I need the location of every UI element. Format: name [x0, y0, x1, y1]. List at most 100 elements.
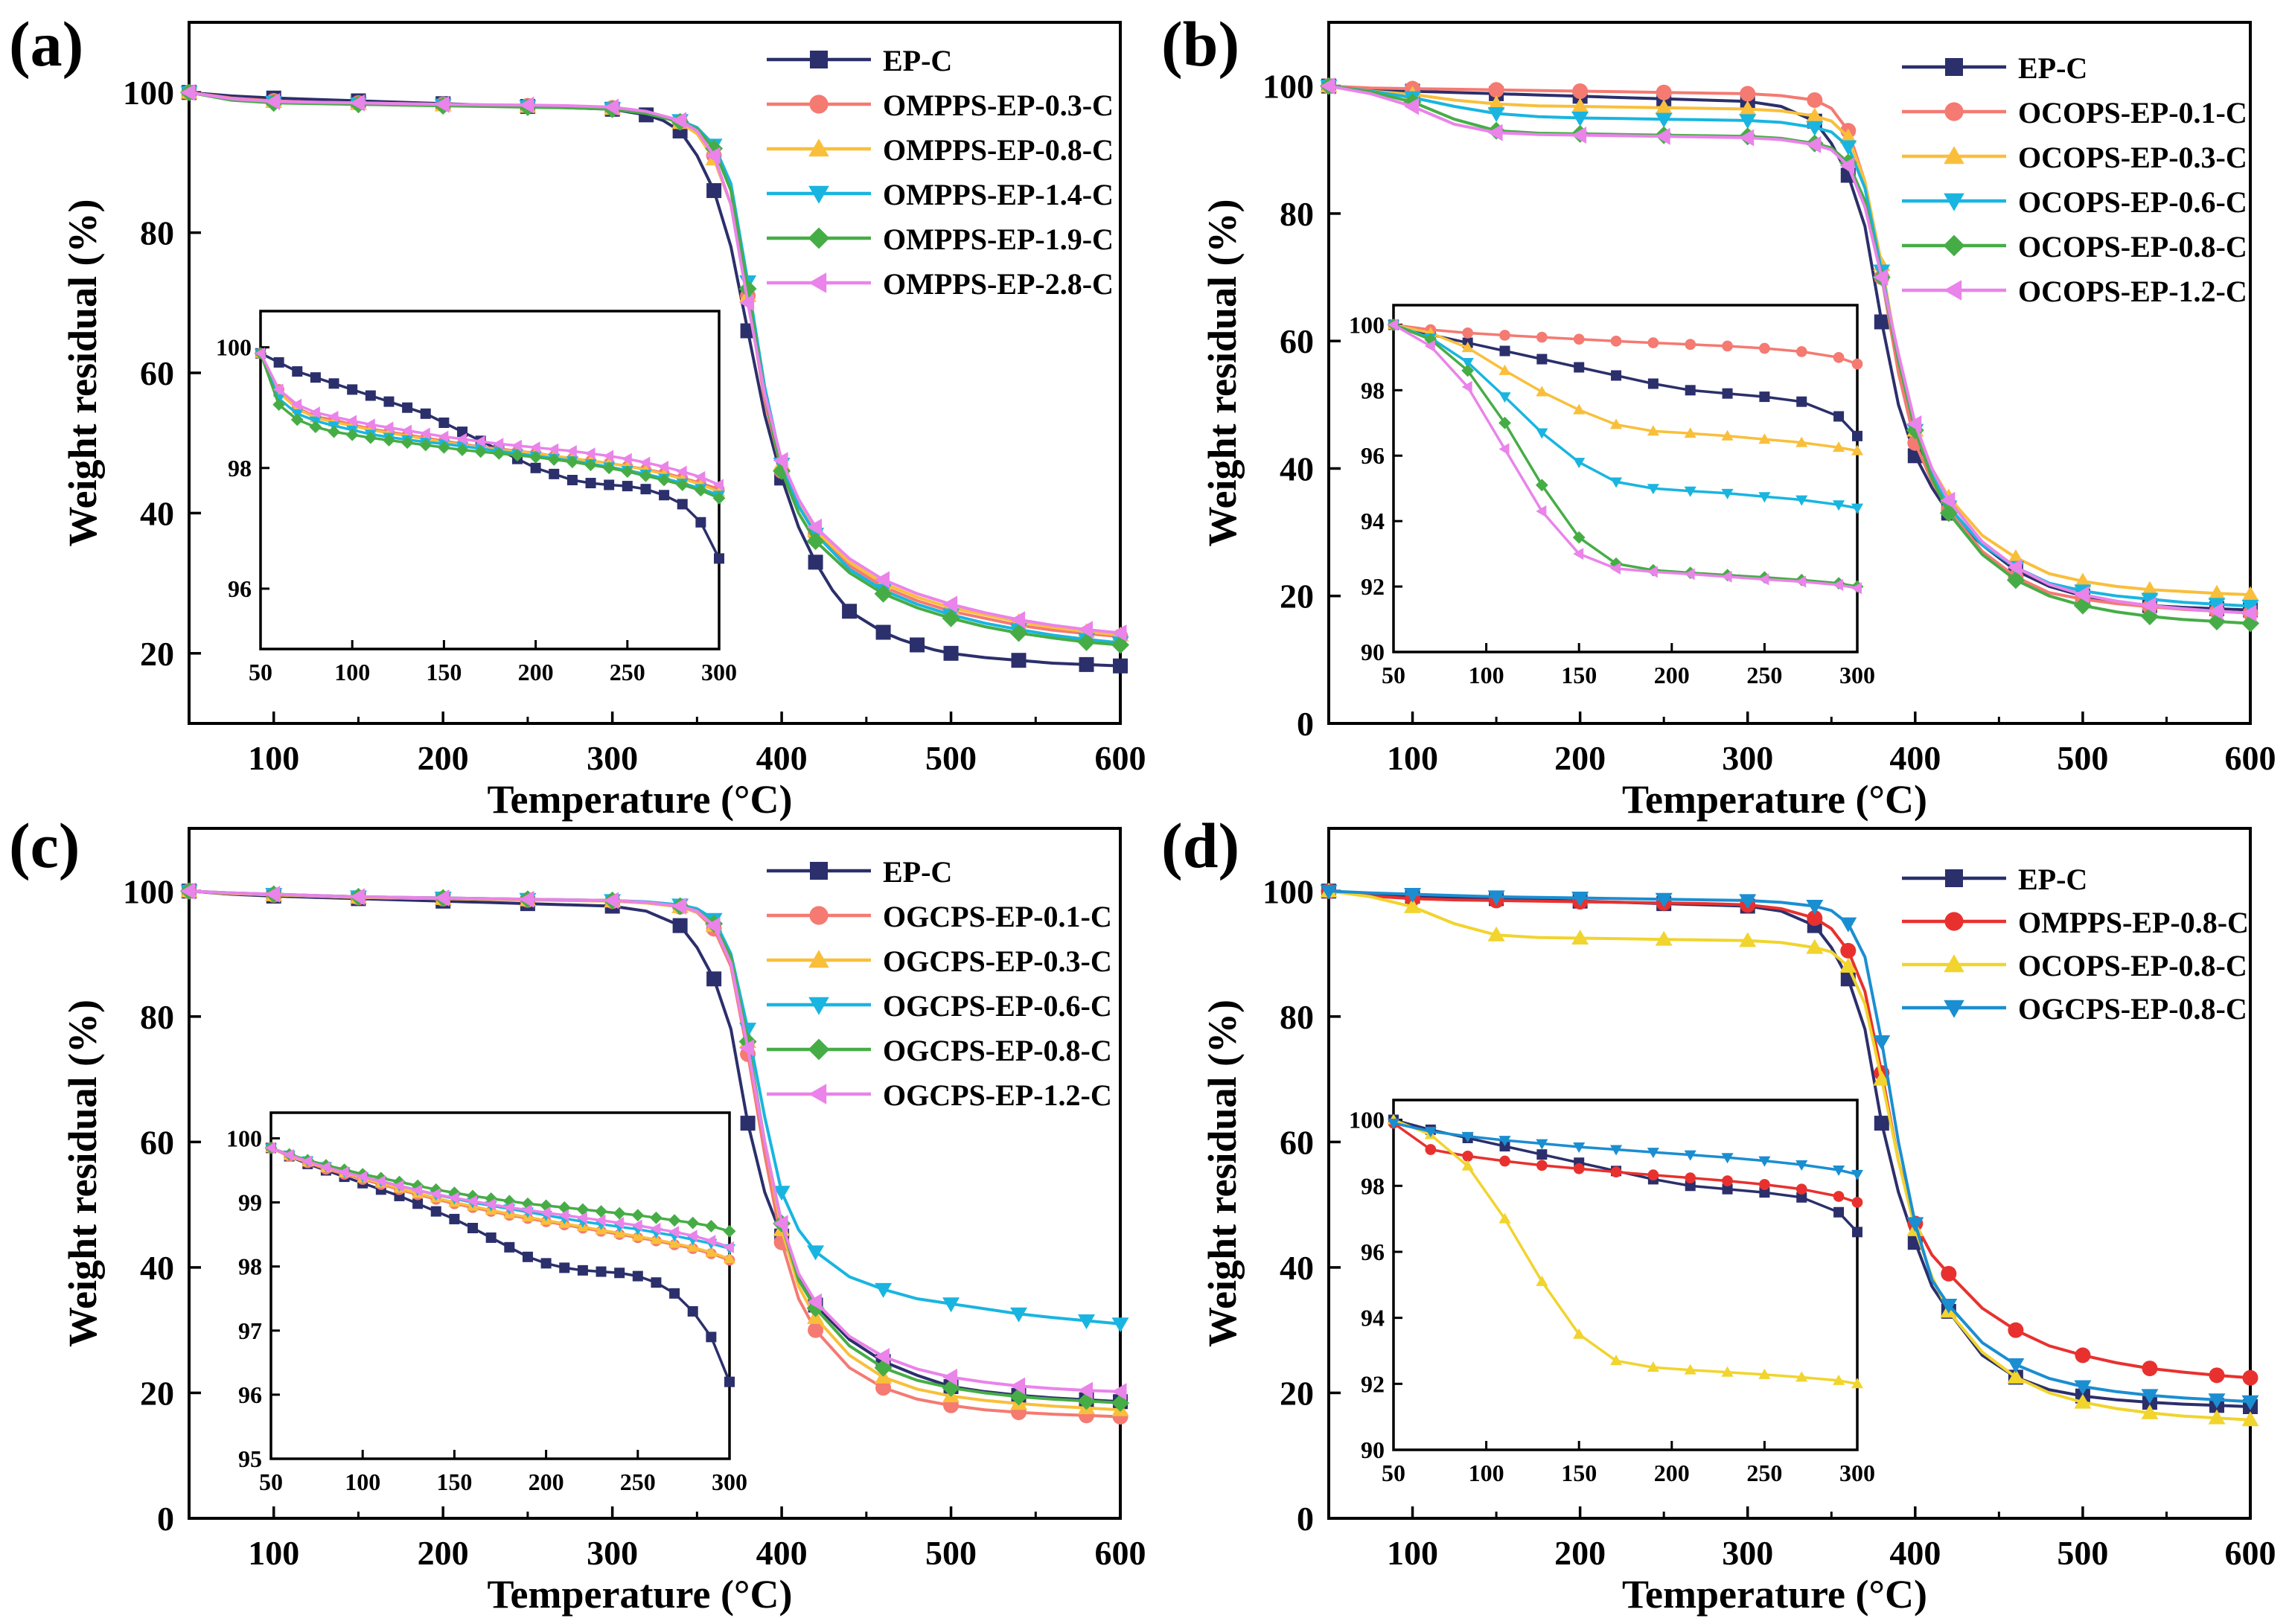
inset-data-point	[364, 418, 375, 431]
legend: EP-C OGCPS-EP-0.1-C OGCPS-EP-0.3-C OGCPS-EP…	[767, 855, 1112, 1112]
inset-data-point	[511, 439, 522, 452]
inset-data-point	[1647, 337, 1659, 348]
inset-data-point	[566, 455, 579, 469]
data-point	[1807, 910, 1823, 927]
inset-data-point	[264, 1142, 275, 1154]
legend-marker	[1944, 146, 1964, 164]
inset-series-OGCPS-EP-0.8-C	[1387, 1119, 1864, 1180]
data-point	[671, 897, 687, 915]
data-point	[1655, 930, 1673, 946]
inset-data-point	[402, 402, 413, 413]
inset-data-point	[686, 1216, 700, 1230]
inset-data-point	[419, 438, 432, 452]
inset-data-point	[319, 1161, 331, 1174]
legend-marker	[1943, 234, 1965, 257]
inset-x-tick-label: 200	[1654, 1460, 1690, 1486]
inset-series-OGCPS-EP-1.2-C	[264, 1142, 734, 1253]
inset-data-point	[412, 1198, 424, 1209]
inset-data-point	[712, 491, 726, 505]
inset-data-point	[723, 1253, 736, 1264]
inset-data-point	[1758, 1156, 1771, 1167]
data-point	[1873, 1070, 1891, 1086]
data-point	[1571, 111, 1589, 127]
x-tick-label: 500	[2057, 739, 2108, 777]
inset-x-tick-label: 100	[334, 659, 370, 685]
y-tick-label: 40	[140, 494, 174, 532]
inset-data-point	[1722, 388, 1733, 399]
inset-data-point	[596, 1266, 607, 1277]
inset-data-point	[1758, 573, 1769, 586]
inset-data-point	[668, 1226, 680, 1238]
inset-data-point	[1536, 1139, 1548, 1150]
inset-data-point	[1721, 488, 1734, 499]
inset-data-point	[1573, 1328, 1586, 1339]
inset-data-point	[374, 1175, 386, 1188]
inset-data-point	[1499, 1155, 1510, 1167]
data-point	[1078, 1314, 1096, 1330]
series-OGCPS-EP-1.2-C	[180, 882, 1127, 1401]
inset-x-tick-label: 200	[529, 1468, 564, 1495]
inset-series-OCOPS-EP-0.1-C	[1388, 319, 1863, 370]
x-tick-label: 400	[1889, 1534, 1941, 1572]
inset-data-point	[706, 1332, 717, 1343]
data-point	[349, 888, 365, 906]
legend-label: OMPPS-EP-0.3-C	[883, 89, 1114, 122]
data-point	[2006, 571, 2025, 589]
inset-series-line	[1393, 323, 1858, 588]
inset-data-point	[346, 415, 357, 427]
inset-x-tick-label: 250	[1746, 1460, 1782, 1486]
data-point	[705, 147, 721, 164]
inset-data-point	[1685, 1172, 1696, 1183]
data-point	[2141, 581, 2159, 596]
inset-series-line	[1393, 323, 1858, 453]
inset-x-tick-label: 200	[518, 659, 554, 685]
inset-data-point	[577, 1265, 588, 1276]
data-point	[1487, 95, 1505, 111]
panel-label: (c)	[9, 810, 80, 881]
inset-data-point	[474, 445, 488, 458]
inset-data-point	[529, 441, 540, 454]
inset-y-tick-label: 95	[238, 1445, 262, 1472]
inset-data-point	[1795, 1160, 1808, 1171]
data-point	[1807, 92, 1823, 108]
inset-data-point	[1684, 1364, 1696, 1375]
inset-x-tick-label: 250	[1746, 662, 1782, 688]
inset-series-line	[1393, 323, 1858, 590]
inset-data-point	[640, 484, 651, 495]
y-tick-label: 100	[1262, 872, 1314, 910]
inset-data-point	[1425, 1144, 1437, 1155]
inset-data-point	[686, 1241, 699, 1252]
inset-data-point	[1499, 330, 1510, 341]
data-point	[1111, 1317, 1129, 1333]
inset-data-point	[438, 417, 450, 428]
data-point	[2007, 1358, 2025, 1374]
inset-data-point	[485, 1232, 497, 1243]
legend-marker	[1945, 58, 1963, 76]
data-point	[1873, 1035, 1891, 1051]
legend-marker	[1944, 102, 1964, 121]
data-point	[2141, 592, 2159, 608]
legend-label: EP-C	[2018, 863, 2087, 896]
data-point	[1010, 1307, 1028, 1323]
legend-marker	[1944, 280, 1962, 301]
plot-frame	[1327, 827, 2252, 1520]
inset-data-point	[650, 1211, 663, 1224]
inset-data-point	[1647, 378, 1659, 389]
inset-y-tick-label: 92	[1361, 1370, 1385, 1397]
inset-y-tick-label: 98	[228, 455, 252, 482]
inset-data-point	[687, 1305, 698, 1317]
y-tick-label: 40	[1280, 450, 1314, 487]
inset-data-point	[1647, 484, 1659, 495]
y-tick-label: 60	[1280, 322, 1314, 360]
inset-data-point	[1833, 411, 1845, 422]
inset-data-point	[1573, 1142, 1586, 1154]
inset-data-point	[622, 481, 633, 492]
inset-data-point	[291, 398, 302, 411]
inset-data-point	[566, 475, 578, 485]
legend-label: OMPPS-EP-0.8-C	[883, 133, 1114, 167]
data-point	[1941, 1265, 1957, 1282]
inset-data-point	[1852, 430, 1862, 441]
inset-data-point	[1573, 403, 1586, 415]
data-point	[1874, 314, 1889, 330]
panel-a: (a) 100 200 300 400 500 600 20 40 60 80 100 Temperat…	[9, 8, 1146, 822]
